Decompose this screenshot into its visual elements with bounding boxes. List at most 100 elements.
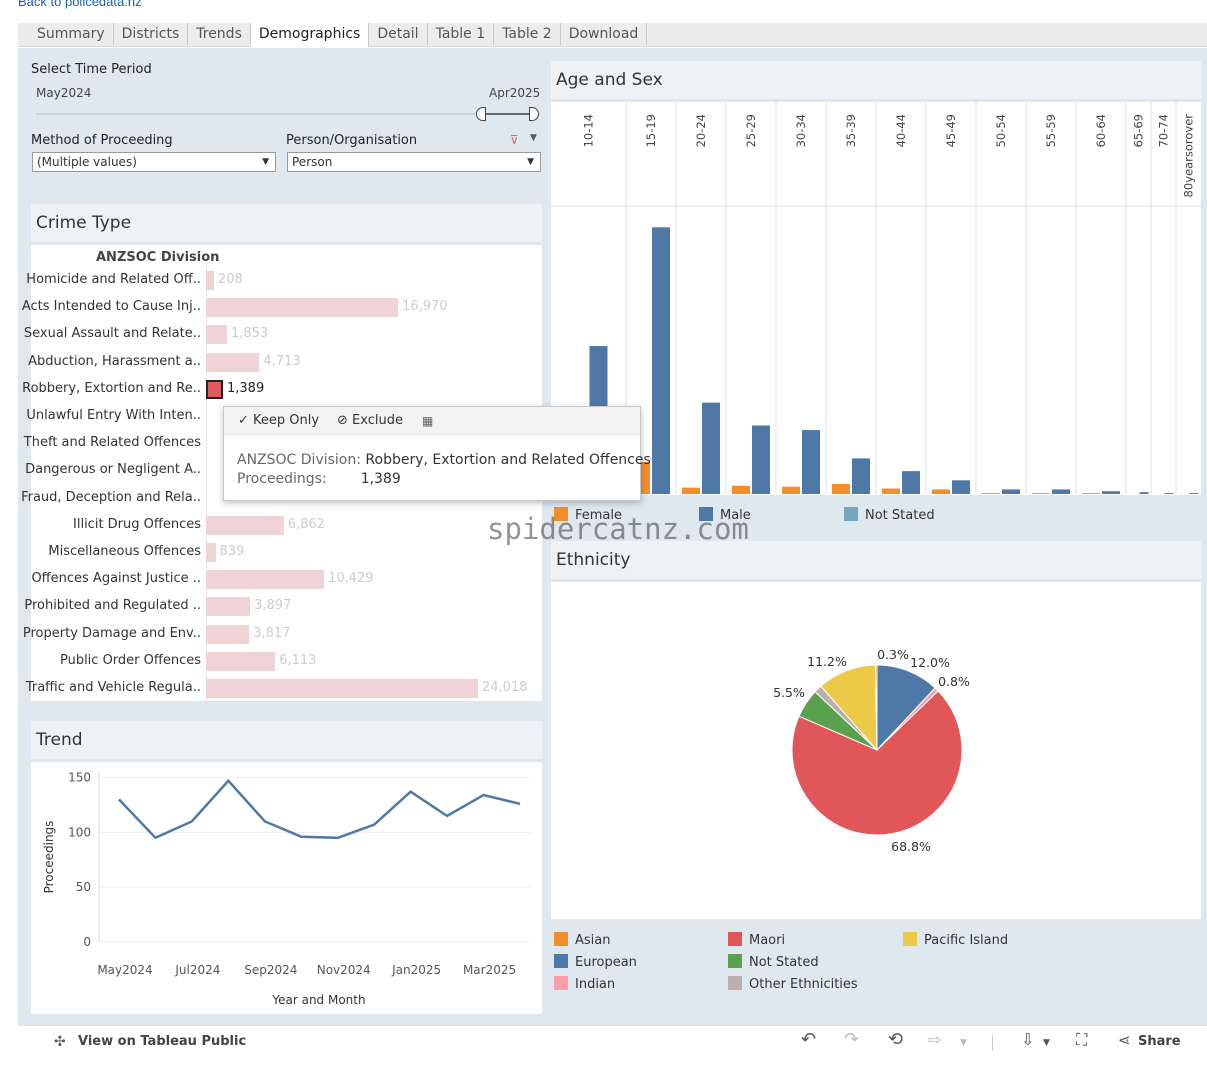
trend-point[interactable] (152, 835, 158, 841)
legend-eth-not-stated[interactable]: Not Stated (728, 954, 819, 970)
crime-bar[interactable] (206, 298, 399, 318)
crime-bar[interactable] (206, 651, 276, 671)
tab-demographics[interactable]: Demographics (250, 23, 370, 47)
refresh-icon[interactable]: ⇨ (928, 1030, 942, 1049)
crime-bar[interactable] (206, 379, 223, 399)
trend-point[interactable] (517, 801, 523, 807)
time-slider-track[interactable] (36, 113, 539, 115)
male-bar[interactable] (1102, 491, 1120, 494)
undo-icon[interactable]: ↶ (801, 1029, 817, 1050)
male-bar[interactable] (752, 425, 770, 495)
crime-row[interactable]: Miscellaneous Offences 839 (31, 541, 542, 563)
legend-indian[interactable]: Indian (554, 976, 615, 992)
crime-bar[interactable] (206, 679, 478, 698)
back-link[interactable]: Back to policedata.nz (18, 0, 142, 9)
male-bar[interactable] (802, 430, 820, 494)
female-bar[interactable] (732, 485, 750, 494)
legend-other[interactable]: Other Ethnicities (728, 976, 858, 992)
crime-row[interactable]: Acts Intended to Cause Inj.. 16,970 (22, 296, 542, 318)
crime-bar[interactable] (206, 515, 284, 535)
pie-slice[interactable] (791, 690, 963, 836)
revert-icon[interactable]: ⟲ (888, 1029, 904, 1050)
share-icon[interactable]: ⋖ (1118, 1031, 1131, 1049)
crime-row[interactable]: Homicide and Related Off.. 208 (26, 269, 542, 291)
crime-row[interactable]: Prohibited and Regulated .. 3,897 (24, 595, 542, 617)
person-dropdown[interactable]: Person ▼ (287, 152, 541, 172)
crime-row[interactable]: Fraud, Deception and Rela.. (21, 487, 542, 509)
trend-line[interactable] (118, 778, 521, 840)
pie-slice[interactable] (876, 664, 936, 752)
refresh-menu-icon[interactable]: ▼ (960, 1038, 967, 1048)
male-bar[interactable] (902, 471, 920, 494)
tab-detail[interactable]: Detail (369, 23, 428, 45)
female-bar[interactable] (1032, 493, 1050, 494)
share-button[interactable]: Share (1138, 1034, 1181, 1049)
crime-row[interactable]: Offences Against Justice .. 10,429 (31, 568, 542, 590)
crime-row[interactable]: Unlawful Entry With Inten.. (26, 405, 542, 427)
time-slider-left-handle[interactable] (476, 107, 486, 121)
crime-row[interactable]: Property Damage and Env.. 3,817 (23, 623, 542, 645)
trend-point[interactable] (262, 818, 268, 824)
crime-row[interactable]: Sexual Assault and Relate.. 1,853 (24, 323, 542, 345)
male-bar[interactable] (652, 227, 670, 494)
legend-not-stated[interactable]: Not Stated (844, 507, 935, 523)
pie-slice[interactable] (874, 664, 878, 751)
tab-download[interactable]: Download (561, 23, 648, 45)
method-dropdown[interactable]: (Multiple values) ▼ (32, 152, 276, 172)
legend-asian[interactable]: Asian (554, 932, 610, 948)
male-bar[interactable] (702, 402, 720, 494)
fullscreen-icon[interactable]: ⛶ (1076, 1030, 1088, 1049)
tab-districts[interactable]: Districts (114, 23, 189, 45)
male-bar[interactable] (1052, 489, 1070, 494)
female-bar[interactable] (832, 483, 850, 494)
crime-row[interactable]: Dangerous or Negligent A.. (25, 459, 542, 481)
female-bar[interactable] (882, 488, 900, 494)
legend-european[interactable]: European (554, 954, 637, 970)
trend-point[interactable] (335, 835, 341, 841)
crime-row[interactable]: Robbery, Extortion and Re.. 1,389 (22, 378, 542, 400)
download-menu-icon[interactable]: ▼ (1043, 1038, 1050, 1048)
legend-male[interactable]: Male (699, 507, 751, 523)
male-bar[interactable] (1189, 493, 1199, 494)
crime-row[interactable]: Illicit Drug Offences 6,862 (31, 514, 542, 536)
female-bar[interactable] (932, 489, 950, 494)
legend-female[interactable]: Female (554, 507, 622, 523)
redo-icon[interactable]: ↷ (844, 1029, 860, 1050)
male-bar[interactable] (952, 480, 970, 494)
view-on-tableau-link[interactable]: View on Tableau Public (78, 1034, 247, 1049)
male-bar[interactable] (1002, 489, 1020, 494)
female-bar[interactable] (782, 486, 800, 494)
trend-point[interactable] (371, 822, 377, 828)
trend-point[interactable] (408, 789, 414, 795)
trend-point[interactable] (481, 792, 487, 798)
crime-row[interactable]: Theft and Related Offences (24, 432, 542, 454)
crime-bar[interactable] (206, 597, 251, 617)
trend-point[interactable] (116, 796, 122, 802)
crime-bar[interactable] (206, 325, 227, 345)
crime-row[interactable]: Abduction, Harassment a.. 4,713 (28, 351, 542, 373)
female-bar[interactable] (682, 487, 700, 494)
male-bar[interactable] (1164, 493, 1174, 494)
trend-point[interactable] (189, 818, 195, 824)
clear-filter-icon[interactable]: ⊽ (510, 133, 519, 147)
tab-trends[interactable]: Trends (188, 23, 251, 45)
legend-pacific[interactable]: Pacific Island (903, 932, 1008, 948)
filter-menu-icon[interactable]: ▼ (530, 133, 537, 143)
tab-table-2[interactable]: Table 2 (494, 23, 561, 45)
tab-table-1[interactable]: Table 1 (428, 23, 495, 45)
female-bar[interactable] (1082, 493, 1100, 494)
crime-bar[interactable] (206, 271, 214, 290)
crime-bar[interactable] (206, 570, 325, 590)
tab-summary[interactable]: Summary (18, 23, 114, 45)
keep-only-button[interactable]: ✓ Keep Only (238, 407, 319, 435)
male-bar[interactable] (852, 458, 870, 494)
crime-bar[interactable] (206, 543, 216, 562)
crime-row[interactable]: Public Order Offences 6,113 (31, 650, 542, 672)
trend-point[interactable] (298, 834, 304, 840)
crime-bar[interactable] (206, 352, 260, 372)
crime-row[interactable]: Traffic and Vehicle Regula.. 24,018 (26, 677, 542, 699)
exclude-button[interactable]: ⊘ Exclude (337, 407, 403, 435)
trend-point[interactable] (225, 778, 231, 784)
view-data-icon[interactable]: ▦ (422, 414, 434, 428)
time-slider-right-handle[interactable] (529, 107, 539, 121)
